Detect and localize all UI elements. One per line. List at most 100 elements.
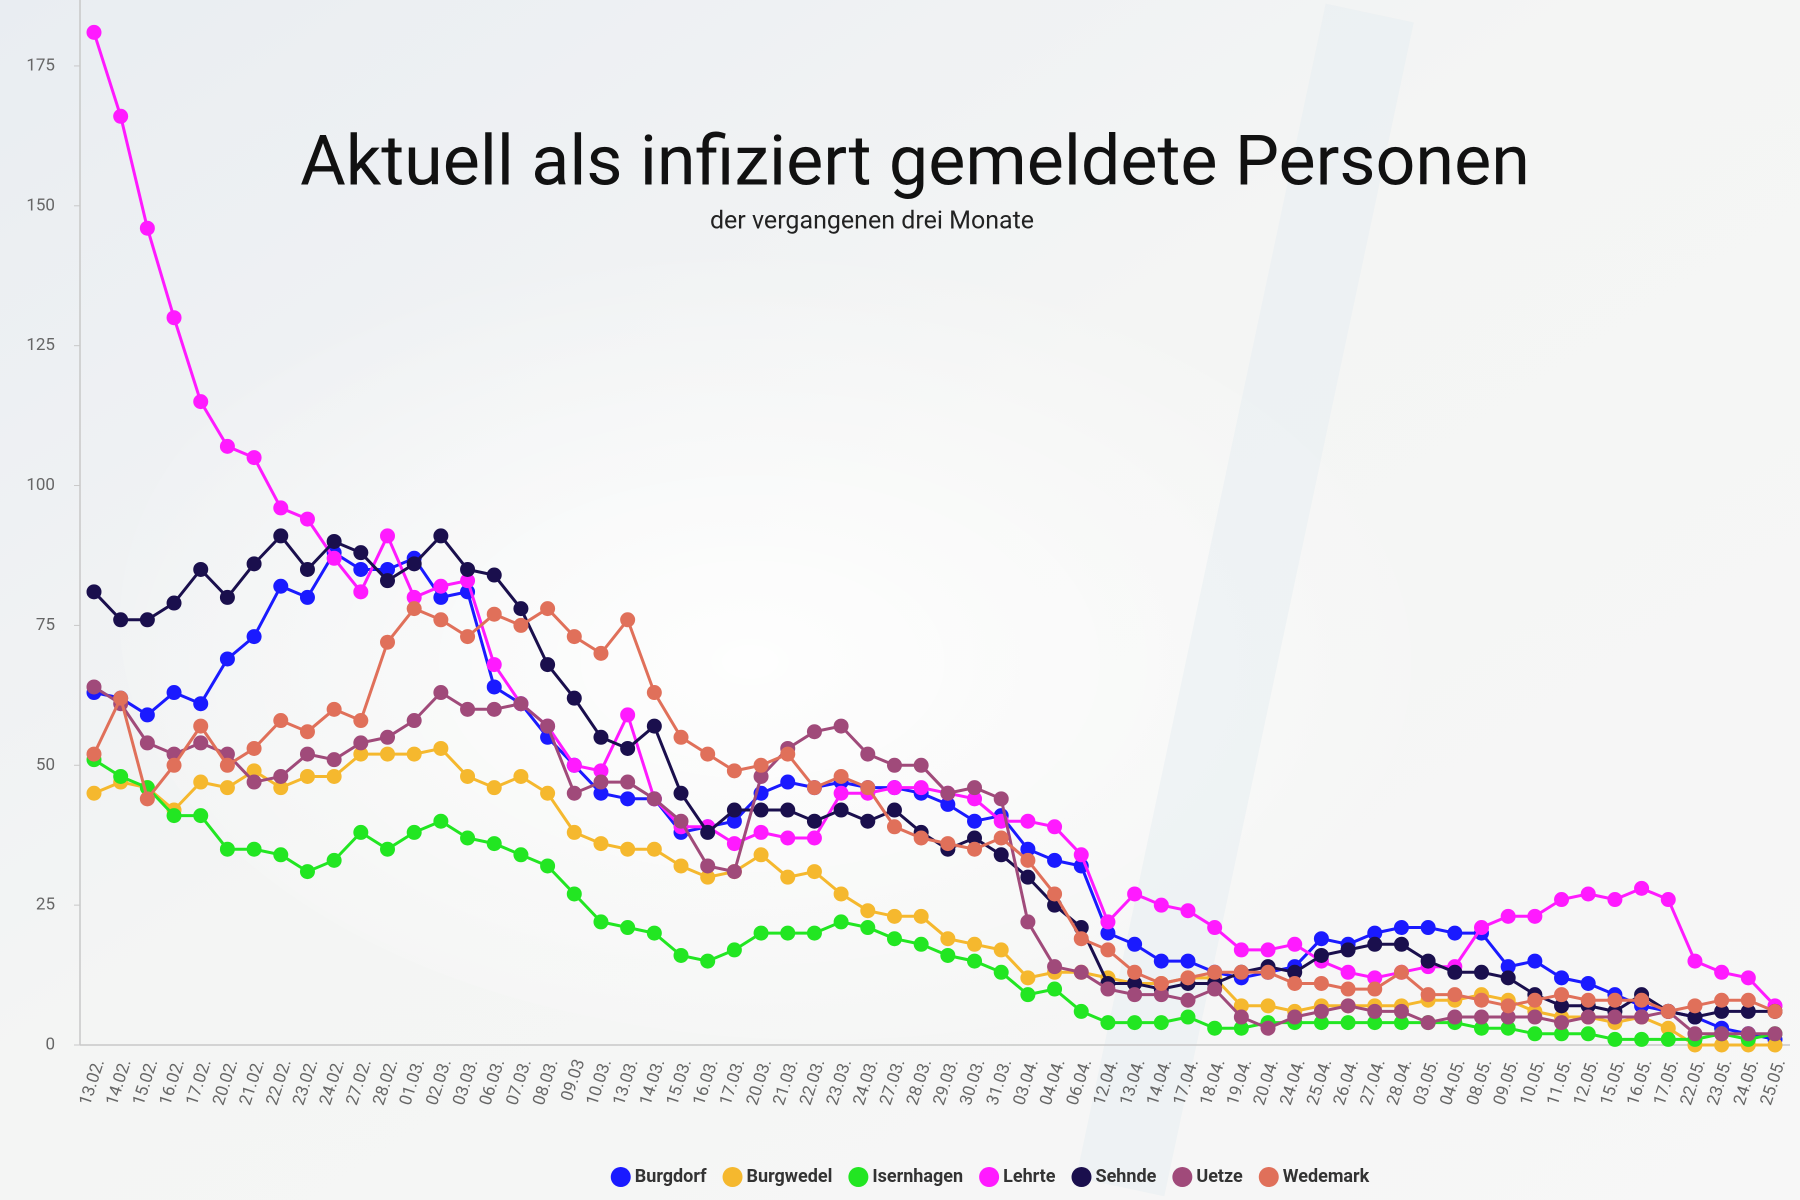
data-point xyxy=(1634,880,1650,896)
legend-marker xyxy=(1071,1167,1092,1187)
legend-label: Uetze xyxy=(1196,1166,1243,1187)
data-point xyxy=(273,713,289,729)
data-point xyxy=(273,500,289,516)
data-point xyxy=(1073,931,1089,947)
data-point xyxy=(1287,964,1303,980)
data-point xyxy=(486,701,502,717)
data-point xyxy=(353,584,369,600)
data-point xyxy=(1233,964,1249,980)
data-point xyxy=(993,791,1009,807)
data-point xyxy=(353,824,369,840)
data-point xyxy=(833,718,849,734)
data-point xyxy=(273,578,289,594)
data-point xyxy=(1340,981,1356,997)
data-point xyxy=(1687,1026,1703,1042)
data-point xyxy=(1607,992,1623,1008)
legend-label: Burgwedel xyxy=(747,1166,833,1187)
data-point xyxy=(246,450,262,466)
data-point xyxy=(1153,987,1169,1003)
data-point xyxy=(646,791,662,807)
data-point xyxy=(1127,886,1143,902)
data-point xyxy=(433,813,449,829)
data-point xyxy=(406,601,422,617)
data-point xyxy=(913,908,929,924)
data-point xyxy=(913,757,929,773)
data-point xyxy=(139,735,155,751)
data-point xyxy=(1767,1003,1783,1019)
data-point xyxy=(1420,920,1436,936)
data-point xyxy=(566,886,582,902)
data-point xyxy=(593,729,609,745)
legend-item[interactable]: Uetze xyxy=(1172,1166,1243,1187)
data-point xyxy=(753,925,769,941)
data-point xyxy=(753,824,769,840)
data-point xyxy=(967,936,983,952)
data-point xyxy=(380,573,396,589)
data-point xyxy=(780,830,796,846)
data-point xyxy=(593,763,609,779)
data-point xyxy=(1180,1009,1196,1025)
data-point xyxy=(1180,970,1196,986)
data-point xyxy=(1313,947,1329,963)
data-point xyxy=(1527,1009,1543,1025)
data-point xyxy=(1607,892,1623,908)
data-point xyxy=(1660,892,1676,908)
data-point xyxy=(1500,959,1516,975)
data-point xyxy=(326,768,342,784)
data-point xyxy=(1447,964,1463,980)
data-point xyxy=(806,830,822,846)
data-point xyxy=(460,768,476,784)
data-point xyxy=(1127,1015,1143,1031)
data-point xyxy=(886,931,902,947)
data-point xyxy=(1607,1009,1623,1025)
data-point xyxy=(1180,992,1196,1008)
data-point xyxy=(1714,1026,1730,1042)
data-point xyxy=(193,718,209,734)
data-point xyxy=(486,606,502,622)
data-point xyxy=(700,953,716,969)
series-line xyxy=(93,758,1776,1041)
data-point xyxy=(299,768,315,784)
data-point xyxy=(139,612,155,628)
legend-item[interactable]: Sehnde xyxy=(1071,1166,1157,1187)
legend-marker xyxy=(610,1167,631,1187)
data-point xyxy=(193,394,209,410)
data-point xyxy=(620,612,636,628)
data-point xyxy=(1447,987,1463,1003)
data-point xyxy=(246,763,262,779)
data-point xyxy=(86,785,102,801)
data-point xyxy=(246,629,262,645)
data-point xyxy=(646,718,662,734)
data-point xyxy=(1127,936,1143,952)
data-point xyxy=(1660,1020,1676,1036)
data-point xyxy=(913,780,929,796)
data-point xyxy=(780,746,796,762)
legend-label: Wedemark xyxy=(1283,1166,1370,1187)
data-point xyxy=(860,746,876,762)
series-line xyxy=(93,550,1776,1041)
data-point xyxy=(833,886,849,902)
data-point xyxy=(219,438,235,454)
data-point xyxy=(1260,942,1276,958)
legend-item[interactable]: Burgdorf xyxy=(610,1166,707,1187)
data-point xyxy=(1180,953,1196,969)
data-point xyxy=(1073,847,1089,863)
data-point xyxy=(1554,987,1570,1003)
data-point xyxy=(1047,959,1063,975)
legend-item[interactable]: Isernhagen xyxy=(848,1166,963,1187)
data-point xyxy=(593,836,609,852)
data-point xyxy=(433,528,449,544)
data-point xyxy=(806,724,822,740)
data-point xyxy=(620,791,636,807)
data-point xyxy=(486,657,502,673)
data-point xyxy=(433,589,449,605)
data-point xyxy=(1500,908,1516,924)
legend-item[interactable]: Lehrte xyxy=(979,1166,1056,1187)
legend-item[interactable]: Burgwedel xyxy=(722,1166,833,1187)
data-point xyxy=(1447,1009,1463,1025)
chart-subtitle: der vergangenen drei Monate xyxy=(710,207,1034,236)
legend-item[interactable]: Wedemark xyxy=(1258,1166,1370,1187)
data-point xyxy=(513,768,529,784)
data-point xyxy=(1100,914,1116,930)
data-point xyxy=(593,774,609,790)
